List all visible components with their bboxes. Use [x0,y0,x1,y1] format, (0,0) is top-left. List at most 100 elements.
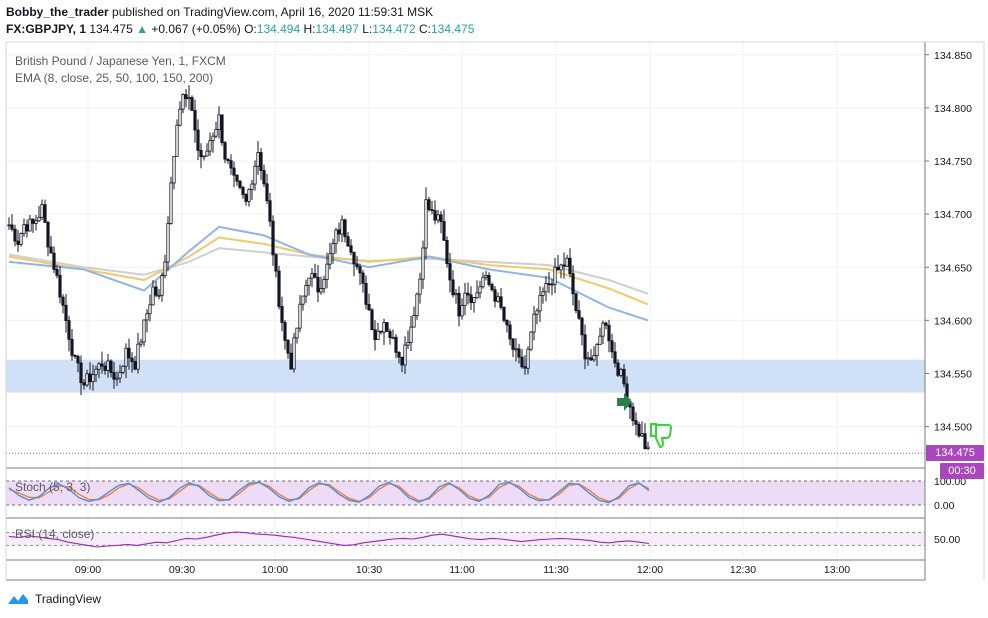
rsi-legend[interactable]: RSI (14, close) [15,527,94,541]
support-zone [6,359,925,393]
candle-body [145,313,149,321]
candle-body [58,274,62,298]
candle-body [535,310,539,315]
candle-body [163,261,167,277]
tradingview-brand: TradingView [35,592,102,606]
candle-body [292,337,296,370]
candle-body [139,341,143,345]
candle-body [250,183,254,190]
candle-body [493,289,497,302]
candle-body [472,297,476,303]
candle-body [34,220,38,224]
candle-body [460,305,464,317]
candle-body [184,94,188,100]
instrument-legend[interactable]: British Pound / Japanese Yen, 1, FXCM [15,54,226,68]
candle-body [157,294,161,297]
candle-body [199,150,203,157]
candle-body [445,239,449,265]
y-tick-label: 134.750 [934,156,972,168]
candle-body [355,263,359,268]
candle-body [73,355,77,357]
candle-body [289,352,293,370]
candle-body [181,94,185,110]
candle-body [508,324,512,340]
candle-body [259,152,263,171]
candle-body [109,360,113,373]
rsi-pane [6,531,925,548]
candle-body [235,174,239,182]
candle-body [208,140,212,152]
tradingview-cloud-icon [8,594,28,604]
candles[interactable] [7,85,650,451]
candle-body [328,253,332,265]
candle-body [577,310,581,319]
candle-body [418,278,422,295]
x-tick-label: 11:30 [543,564,569,576]
candle-body [55,269,59,276]
candle-body [415,293,419,316]
candle-body [70,338,74,356]
candle-body [319,288,323,293]
candle-body [193,110,197,131]
candle-body [400,356,404,366]
candle-body [169,182,173,224]
candle-body [364,282,368,305]
candle-body [82,382,86,386]
candle-body [610,340,614,353]
ema-legend[interactable]: EMA (8, close, 25, 50, 100, 150, 200) [15,71,213,85]
candle-body [307,277,311,286]
candle-body [301,295,305,305]
candle-body [313,273,317,278]
candle-body [475,292,479,299]
time-axis[interactable]: 09:00 09:30 10:00 10:30 11:00 11:30 12:00 12:30… [75,564,850,576]
candle-body [544,283,548,293]
candle-body [526,348,530,369]
candle-body [256,152,260,167]
candle-body [37,216,41,222]
candle-body [211,135,215,142]
candle-body [559,264,563,271]
candle-body [337,229,341,235]
symbol-label[interactable]: FX:GBPJPY, 1 [6,22,87,36]
candle-body [142,319,146,343]
candle-body [100,363,104,367]
candle-body [409,326,413,343]
candle-body [562,264,566,267]
candle-body [433,210,437,221]
candle-body [241,187,245,195]
stoch-legend[interactable]: Stoch (5, 3, 3) [15,480,90,494]
candle-body [541,291,545,296]
candle-body [115,377,119,380]
candle-body [316,276,320,293]
candle-body [67,320,71,340]
candle-body [604,322,608,326]
candle-body [40,204,44,218]
candle-body [286,339,290,354]
candle-body [484,274,488,278]
candle-body [382,322,386,333]
y-tick-label: 134.550 [934,369,972,381]
stoch-d-line [8,481,650,503]
candle-body [571,273,575,295]
candle-body [178,108,182,126]
candle-body [160,275,164,296]
candle-body [601,322,605,337]
candle-body [448,263,452,281]
tradingview-logo[interactable]: TradingView [6,592,101,606]
candle-body [391,336,395,339]
candle-body [469,294,473,303]
candle-body [352,251,356,265]
candle-body [370,309,374,331]
candle-body [7,224,11,227]
candle-body [148,304,152,315]
candle-body [361,272,365,284]
candle-body [166,223,170,263]
candle-body [124,347,128,367]
candle-body [511,338,515,350]
candle-body [412,315,416,328]
open-label: O: [244,22,257,36]
author-name[interactable]: Bobby_the_trader [6,5,109,19]
candle-body [28,218,32,232]
rsi-tick-label: 50.00 [934,534,960,546]
